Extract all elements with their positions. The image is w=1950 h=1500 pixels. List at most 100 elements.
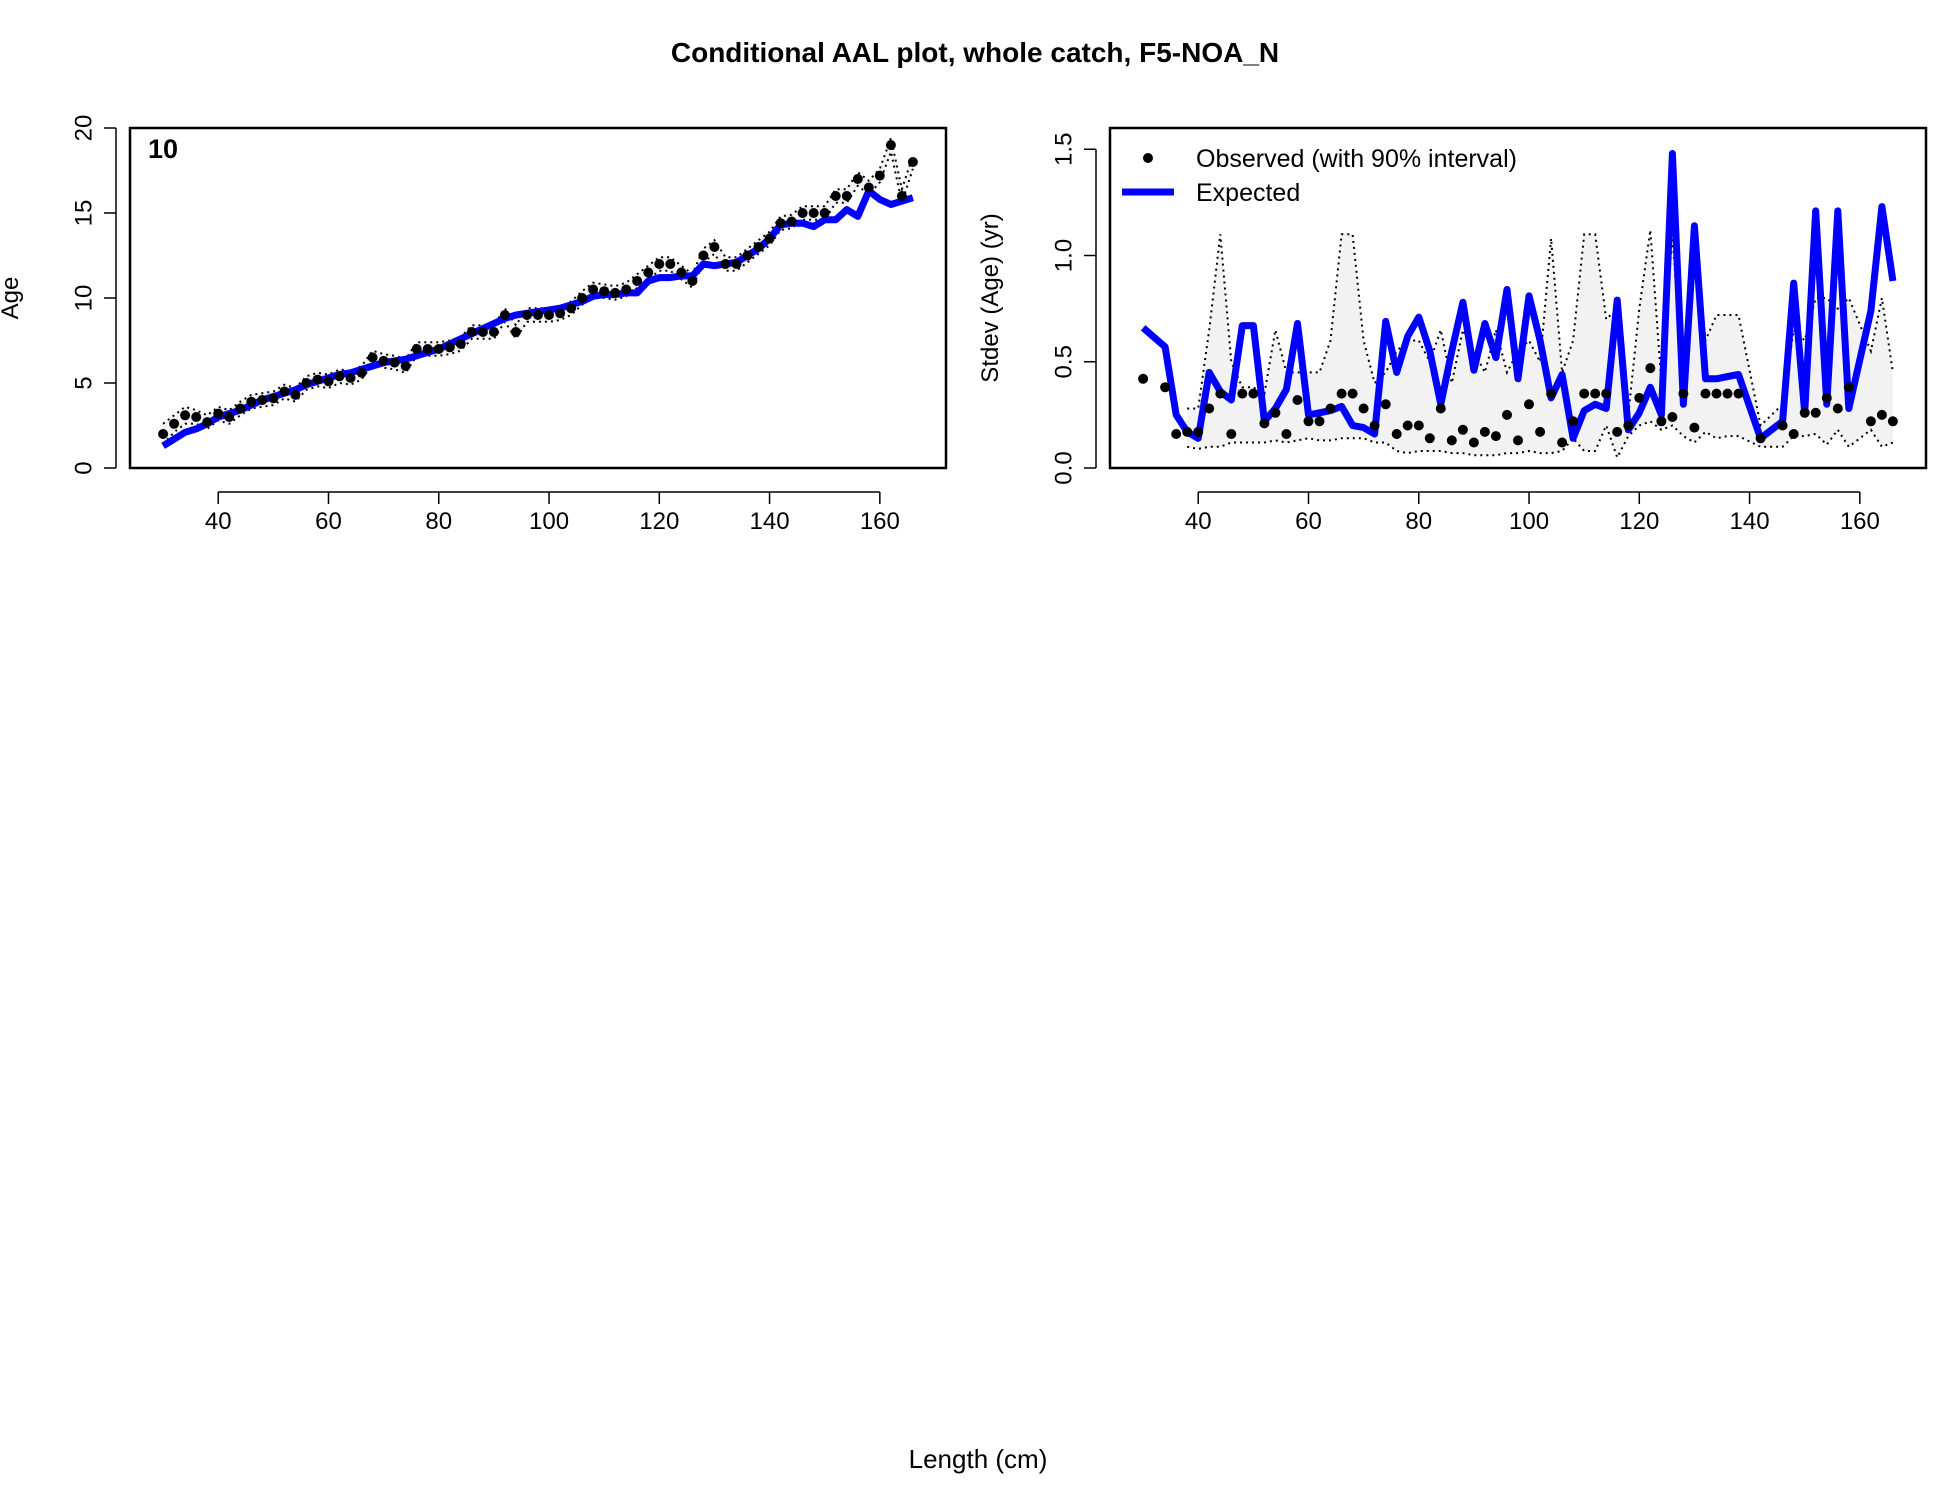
observed-point — [1369, 420, 1380, 431]
observed-point — [1413, 420, 1424, 431]
panel-stdev-age-by-length: 40 60 80 100 120 140 160 0.0 0.5 1.0 1.5 Stdev (Age… — [977, 126, 1928, 535]
observed-point — [301, 378, 312, 388]
legend-observed-marker — [1143, 153, 1153, 163]
observed-point — [1446, 435, 1457, 446]
observed-point — [533, 310, 543, 320]
observed-point — [1788, 429, 1799, 439]
observed-point — [1402, 420, 1413, 431]
observed-point — [246, 396, 257, 407]
observed-point — [885, 140, 896, 150]
observed-point — [1347, 388, 1358, 399]
y-tick-label: 20 — [71, 115, 98, 142]
observed-point — [367, 352, 378, 363]
observed-point — [257, 395, 268, 405]
observed-point — [544, 310, 554, 320]
observed-point — [1557, 437, 1568, 448]
observed-point — [455, 338, 466, 349]
observed-point — [896, 191, 907, 201]
observed-point — [158, 429, 169, 439]
x-tick-label: 80 — [1405, 508, 1432, 535]
observed-point — [720, 259, 731, 269]
y-axis-label: Age — [0, 277, 24, 320]
interval-band — [1187, 230, 1893, 458]
observed-point — [345, 372, 356, 383]
y-tick-label: 0.0 — [1051, 451, 1078, 484]
legend-expected-label: Expected — [1196, 179, 1300, 207]
observed-point — [1502, 409, 1512, 420]
x-tick-label: 120 — [1619, 508, 1659, 535]
observed-point — [1865, 416, 1876, 427]
observed-point — [323, 376, 334, 387]
observed-point — [1667, 412, 1678, 422]
observed-point — [1171, 429, 1182, 439]
y-tick-label: 1.5 — [1051, 133, 1078, 166]
observed-point — [1281, 429, 1292, 439]
observed-point — [1358, 403, 1369, 414]
observed-point — [676, 267, 687, 278]
plot-frame — [1108, 126, 1928, 470]
observed-point — [665, 259, 676, 269]
x-tick-label: 140 — [1730, 508, 1770, 535]
observed-point — [1457, 424, 1468, 435]
x-tick-label: 100 — [1509, 508, 1549, 535]
observed-point — [1259, 418, 1270, 429]
observed-point — [1237, 388, 1248, 399]
observed-point — [1601, 388, 1612, 399]
observed-point — [577, 293, 588, 303]
observed-point — [819, 208, 830, 218]
observed-point — [1479, 426, 1490, 437]
observed-point — [907, 157, 918, 167]
observed-point — [698, 250, 709, 261]
observed-point — [1193, 426, 1204, 437]
observed-point — [687, 276, 698, 286]
observed-point — [1590, 388, 1601, 399]
observed-point — [1579, 388, 1590, 399]
observed-point — [621, 284, 632, 295]
observed-point — [378, 355, 389, 366]
observed-point — [466, 327, 477, 337]
chart-title: Conditional AAL plot, whole catch, F5-NO… — [671, 37, 1279, 68]
observed-point — [1722, 388, 1733, 399]
x-tick-label: 40 — [1185, 508, 1212, 535]
observed-point — [709, 242, 720, 252]
observed-point — [224, 412, 235, 422]
observed-point — [1777, 420, 1788, 431]
x-tick-label: 100 — [529, 508, 569, 535]
observed-point — [1623, 420, 1634, 431]
x-tick-label: 140 — [750, 508, 790, 535]
observed-point — [1215, 388, 1226, 399]
observed-point — [555, 308, 566, 319]
x-tick-label: 120 — [639, 508, 679, 535]
x-tick-label: 160 — [1840, 508, 1880, 535]
observed-point — [1700, 388, 1711, 399]
observed-point — [1810, 407, 1821, 418]
observed-point — [775, 218, 786, 229]
observed-point — [1733, 388, 1744, 399]
observed-point — [588, 284, 599, 295]
y-tick-label: 15 — [71, 200, 98, 227]
observed-point — [742, 250, 753, 261]
observed-point — [279, 386, 290, 397]
observed-point — [1380, 399, 1391, 410]
observed-point — [1535, 426, 1546, 437]
shared-x-axis-label: Length (cm) — [909, 1444, 1048, 1474]
observed-point — [1490, 431, 1501, 442]
x-tick-label: 80 — [425, 508, 452, 535]
observed-point — [290, 389, 301, 400]
observed-point — [1325, 403, 1336, 414]
observed-point — [422, 344, 433, 354]
interval-upper-line — [162, 134, 914, 425]
observed-point — [1270, 407, 1281, 418]
observed-point — [334, 371, 345, 382]
y-tick-label: 5 — [71, 376, 98, 389]
observed-point — [180, 410, 191, 421]
observed-point — [433, 344, 444, 354]
observed-point — [522, 310, 532, 320]
observed-point — [1645, 363, 1656, 374]
observed-point — [1887, 416, 1898, 427]
observed-point — [1138, 373, 1149, 384]
observed-point — [1160, 382, 1171, 393]
observed-point — [1799, 407, 1810, 418]
observed-point — [510, 327, 521, 337]
observed-point — [1336, 388, 1347, 399]
